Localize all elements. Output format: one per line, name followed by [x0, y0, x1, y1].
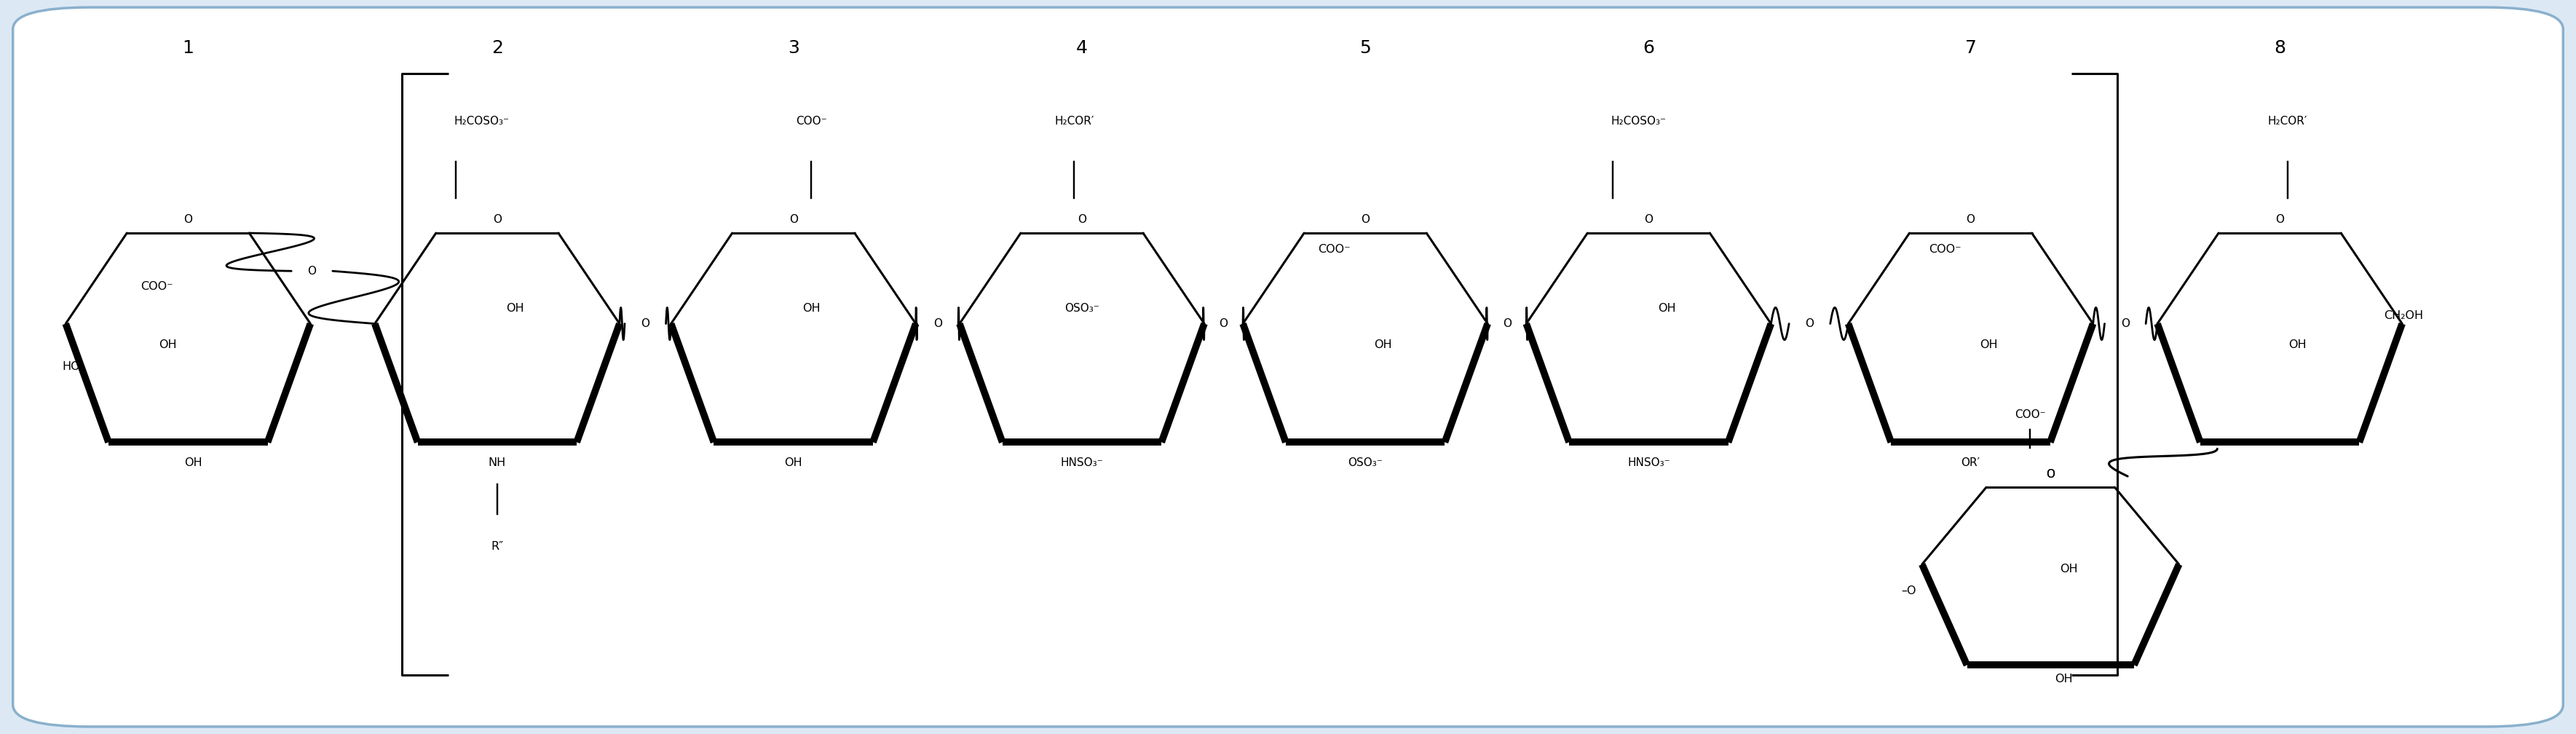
- Text: 3: 3: [788, 39, 799, 57]
- Text: H₂COR′: H₂COR′: [2267, 116, 2308, 126]
- Text: OH: OH: [2290, 340, 2306, 350]
- Text: H₂COSO₃⁻: H₂COSO₃⁻: [453, 116, 510, 126]
- Text: 4: 4: [1077, 39, 1087, 57]
- Text: O: O: [641, 319, 649, 329]
- Text: R″: R″: [492, 542, 502, 552]
- Text: O: O: [1965, 214, 1976, 225]
- Text: O: O: [1502, 319, 1512, 329]
- Text: 5: 5: [1360, 39, 1370, 57]
- Text: O: O: [1077, 214, 1087, 225]
- Text: OSO₃⁻: OSO₃⁻: [1064, 303, 1100, 313]
- Text: 8: 8: [2275, 39, 2285, 57]
- Text: OR′: OR′: [1960, 457, 1981, 468]
- Text: O: O: [933, 319, 943, 329]
- Text: OSO₃⁻: OSO₃⁻: [1347, 457, 1383, 468]
- Text: CH₂OH: CH₂OH: [2383, 310, 2424, 321]
- Text: 1: 1: [183, 39, 193, 57]
- Text: COO⁻: COO⁻: [142, 281, 173, 291]
- Text: OH: OH: [1981, 340, 1996, 350]
- Text: O: O: [2275, 214, 2285, 225]
- FancyBboxPatch shape: [13, 7, 2563, 727]
- Text: OH: OH: [2056, 674, 2071, 684]
- Text: O: O: [788, 214, 799, 225]
- Text: OH: OH: [786, 457, 801, 468]
- Text: O: O: [2120, 319, 2130, 329]
- Text: 2: 2: [492, 39, 502, 57]
- Text: HNSO₃⁻: HNSO₃⁻: [1628, 457, 1669, 468]
- Text: O: O: [2045, 468, 2056, 479]
- Text: OH: OH: [1659, 303, 1674, 313]
- Text: OH: OH: [507, 303, 523, 313]
- Text: OH: OH: [2061, 564, 2076, 574]
- Text: OH: OH: [160, 340, 175, 350]
- Text: COO⁻: COO⁻: [1929, 244, 1960, 255]
- Text: O: O: [492, 214, 502, 225]
- Text: H₂COSO₃⁻: H₂COSO₃⁻: [1610, 116, 1667, 126]
- Text: HO: HO: [62, 362, 80, 372]
- Text: O: O: [1218, 319, 1229, 329]
- Text: O: O: [1360, 214, 1370, 225]
- Text: O: O: [183, 214, 193, 225]
- Text: O: O: [307, 266, 317, 277]
- Text: 6: 6: [1643, 39, 1654, 57]
- Text: O: O: [2045, 468, 2056, 479]
- Text: OH: OH: [804, 303, 819, 313]
- Text: H₂COR′: H₂COR′: [1054, 116, 1095, 126]
- Text: COO⁻: COO⁻: [1319, 244, 1350, 255]
- Text: OH: OH: [1376, 340, 1391, 350]
- Text: O: O: [1806, 319, 1814, 329]
- Text: O: O: [1643, 214, 1654, 225]
- Text: HNSO₃⁻: HNSO₃⁻: [1061, 457, 1103, 468]
- Text: COO⁻: COO⁻: [2014, 410, 2045, 420]
- Text: OH: OH: [185, 457, 201, 468]
- Text: COO⁻: COO⁻: [796, 116, 827, 126]
- Text: 7: 7: [1965, 39, 1976, 57]
- Text: NH: NH: [489, 457, 505, 468]
- Text: –O: –O: [1901, 586, 1917, 596]
